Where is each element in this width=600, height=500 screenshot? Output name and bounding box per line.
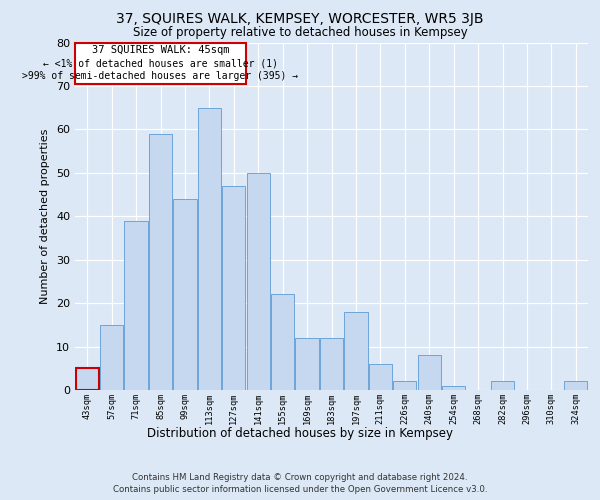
Bar [124, 220, 148, 390]
Bar [491, 382, 514, 390]
Bar [100, 325, 123, 390]
Bar [564, 382, 587, 390]
Bar [418, 355, 441, 390]
Text: 37, SQUIRES WALK, KEMPSEY, WORCESTER, WR5 3JB: 37, SQUIRES WALK, KEMPSEY, WORCESTER, WR… [116, 12, 484, 26]
Bar [76, 368, 99, 390]
Text: Contains public sector information licensed under the Open Government Licence v3: Contains public sector information licen… [113, 485, 487, 494]
Bar [173, 199, 197, 390]
Bar [247, 173, 270, 390]
Text: Contains HM Land Registry data © Crown copyright and database right 2024.: Contains HM Land Registry data © Crown c… [132, 472, 468, 482]
Bar [344, 312, 368, 390]
Bar [442, 386, 465, 390]
Bar [320, 338, 343, 390]
Bar [295, 338, 319, 390]
Bar [369, 364, 392, 390]
Text: 37 SQUIRES WALK: 45sqm: 37 SQUIRES WALK: 45sqm [92, 45, 229, 55]
Y-axis label: Number of detached properties: Number of detached properties [40, 128, 50, 304]
Text: >99% of semi-detached houses are larger (395) →: >99% of semi-detached houses are larger … [22, 72, 299, 82]
Text: Size of property relative to detached houses in Kempsey: Size of property relative to detached ho… [133, 26, 467, 39]
Text: ← <1% of detached houses are smaller (1): ← <1% of detached houses are smaller (1) [43, 58, 278, 68]
Bar [271, 294, 294, 390]
Bar [393, 382, 416, 390]
Text: Distribution of detached houses by size in Kempsey: Distribution of detached houses by size … [147, 428, 453, 440]
Bar [222, 186, 245, 390]
Bar [149, 134, 172, 390]
Bar [198, 108, 221, 390]
